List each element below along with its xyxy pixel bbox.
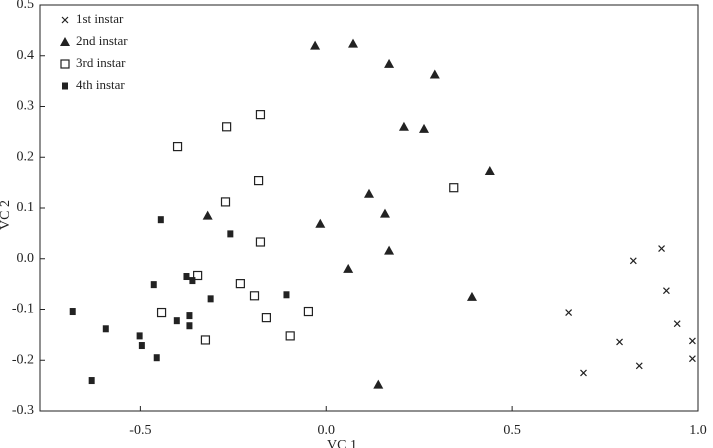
point bbox=[673, 320, 681, 328]
point bbox=[157, 216, 164, 224]
plot-frame bbox=[39, 4, 699, 412]
point bbox=[156, 307, 167, 318]
point bbox=[310, 40, 321, 50]
point bbox=[635, 362, 643, 370]
point bbox=[222, 122, 232, 132]
point bbox=[173, 317, 180, 325]
legend-marker bbox=[61, 16, 69, 24]
x-tick-label: 0.5 bbox=[503, 423, 521, 438]
point bbox=[249, 291, 260, 301]
point bbox=[150, 281, 157, 289]
legend-marker bbox=[62, 82, 68, 90]
y-tick-label: 0.4 bbox=[17, 48, 35, 63]
point bbox=[253, 175, 264, 186]
point bbox=[102, 325, 109, 333]
point bbox=[364, 188, 374, 198]
x-axis-label: VC 1 bbox=[327, 438, 357, 448]
point bbox=[255, 110, 266, 120]
point bbox=[384, 58, 395, 68]
point bbox=[235, 279, 245, 289]
y-tick-label: 0.5 bbox=[17, 0, 35, 12]
point bbox=[193, 270, 203, 281]
point bbox=[419, 123, 430, 133]
y-tick-label: 0.2 bbox=[17, 149, 35, 164]
point bbox=[484, 165, 495, 175]
point bbox=[398, 121, 409, 131]
point bbox=[227, 230, 234, 238]
point bbox=[255, 237, 266, 247]
point bbox=[138, 342, 145, 350]
legend-label: 1st instar bbox=[76, 11, 124, 26]
y-tick-label: 0.3 bbox=[17, 99, 35, 114]
point bbox=[183, 273, 190, 281]
point bbox=[565, 309, 573, 316]
y-tick-label: -0.1 bbox=[12, 302, 34, 317]
point bbox=[69, 308, 76, 316]
y-tick-label: -0.3 bbox=[12, 403, 34, 418]
point bbox=[189, 277, 196, 285]
point bbox=[303, 306, 314, 317]
legend-marker bbox=[60, 37, 70, 46]
point bbox=[662, 287, 670, 295]
y-tick-label: 0.1 bbox=[17, 200, 35, 215]
point bbox=[449, 183, 459, 193]
point bbox=[200, 335, 211, 345]
point bbox=[348, 38, 359, 48]
x-tick-label: 1.0 bbox=[689, 423, 707, 438]
point bbox=[283, 291, 290, 299]
y-tick-label: 0.0 bbox=[17, 251, 35, 266]
legend-label: 3rd instar bbox=[76, 55, 126, 70]
point bbox=[629, 257, 637, 265]
point bbox=[343, 263, 354, 273]
point bbox=[186, 322, 193, 330]
point bbox=[136, 332, 143, 340]
legend-label: 2nd instar bbox=[76, 33, 128, 48]
point bbox=[172, 141, 183, 152]
point bbox=[658, 245, 665, 253]
y-axis-label: VC 2 bbox=[0, 200, 13, 230]
y-tick-label: -0.2 bbox=[12, 352, 34, 367]
point bbox=[580, 369, 587, 377]
legend-marker bbox=[60, 59, 70, 69]
point bbox=[466, 291, 477, 301]
point bbox=[88, 377, 95, 385]
point bbox=[220, 197, 231, 207]
point bbox=[153, 354, 160, 362]
x-tick-label: -0.5 bbox=[129, 423, 151, 438]
point bbox=[688, 337, 696, 345]
point bbox=[379, 208, 390, 218]
point bbox=[429, 69, 440, 79]
point bbox=[186, 312, 193, 320]
point bbox=[688, 355, 696, 363]
point bbox=[384, 245, 395, 255]
point bbox=[285, 331, 295, 341]
point bbox=[315, 218, 326, 228]
x-tick-label: 0.0 bbox=[317, 423, 335, 438]
point bbox=[202, 210, 213, 220]
point bbox=[207, 295, 214, 303]
point bbox=[373, 379, 384, 389]
point bbox=[261, 313, 271, 323]
legend-label: 4th instar bbox=[76, 77, 125, 92]
point bbox=[616, 338, 623, 346]
